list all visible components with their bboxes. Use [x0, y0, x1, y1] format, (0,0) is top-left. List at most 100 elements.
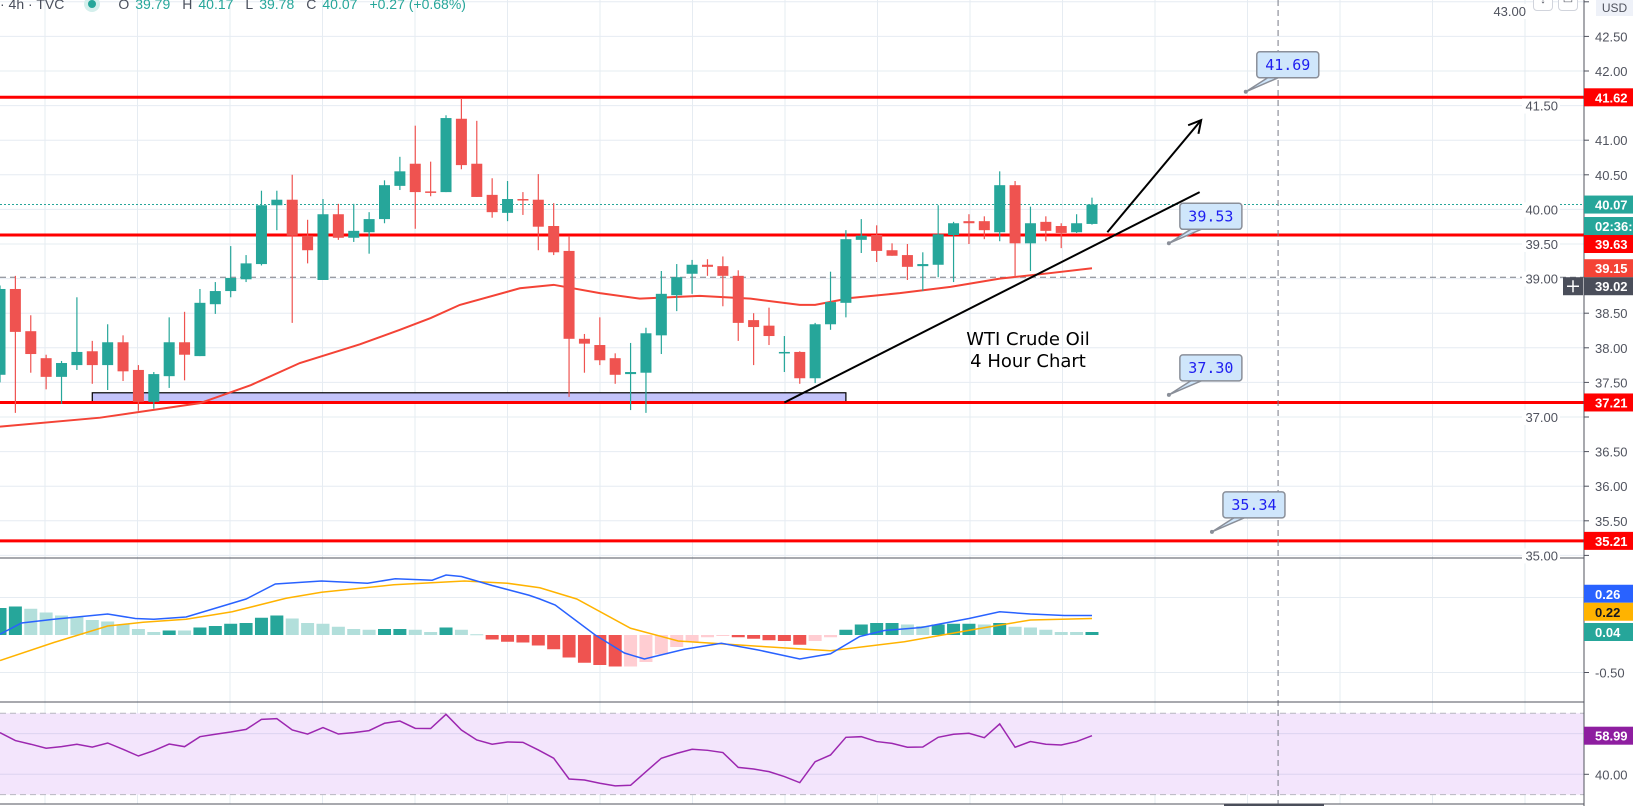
axis-tick-label-bg [1522, 202, 1560, 218]
axis-label-bg [1584, 531, 1633, 550]
candle [302, 219, 314, 264]
candle-body [809, 324, 821, 379]
macd-histogram-bar [793, 635, 807, 645]
callout-box [1179, 202, 1243, 231]
chart-annotation-text: WTI Crude Oil [966, 329, 1090, 350]
candle-body [840, 239, 852, 303]
candle-body [286, 199, 298, 236]
candle-body [748, 320, 760, 328]
axis-tick-label: 38.00 [1595, 341, 1628, 356]
macd-histogram-bar [8, 606, 22, 635]
candle [363, 212, 375, 254]
axis-label-text: 37.21 [1595, 395, 1628, 410]
axis-tick-label: 40.50 [1595, 168, 1628, 183]
candle-body [932, 234, 944, 265]
candle [117, 335, 129, 382]
candle [209, 282, 221, 314]
macd-histogram-bar [485, 635, 499, 640]
macd-histogram-bar [562, 635, 576, 658]
candle [132, 365, 144, 411]
candle [379, 180, 390, 224]
macd-histogram-bar [700, 635, 714, 638]
candle [425, 161, 437, 197]
add-alert-plus-button[interactable] [1563, 277, 1583, 296]
macd-histogram-bar [593, 635, 607, 665]
candles [0, 97, 1098, 413]
macd-histogram-bar [900, 624, 914, 635]
candle-body [502, 199, 514, 213]
candle-body [671, 277, 683, 296]
price-callout[interactable]: 35.34 [1209, 491, 1286, 534]
candle [840, 230, 852, 318]
axis-price-label: 0.22 [1584, 602, 1633, 621]
close-value: 40.07 [322, 0, 358, 12]
candle-body [655, 293, 667, 336]
open-value: 39.79 [135, 0, 171, 12]
callout-anchor [1166, 392, 1171, 397]
currency-label[interactable]: USD [1596, 0, 1633, 16]
macd-histogram-bar [1008, 626, 1022, 635]
candle-body [886, 250, 898, 256]
candle [1071, 214, 1083, 233]
price-callout[interactable]: 39.53 [1166, 202, 1243, 246]
callout-anchor [1166, 241, 1171, 246]
macd-histogram-bar [716, 635, 730, 636]
axis-price-label: 35.21 [1584, 531, 1633, 550]
candle-body [240, 263, 252, 280]
axis-label-text: 02:36:17 [1595, 219, 1633, 234]
axis-tick-label: 37.50 [1595, 375, 1628, 390]
macd-histogram-bar [331, 626, 345, 635]
crosshair-time-label [1224, 804, 1324, 806]
price-callout[interactable]: 37.30 [1166, 354, 1243, 397]
candle-body [71, 351, 83, 366]
symbol-label[interactable]: · 4h · TVC [0, 0, 65, 12]
candle-body [56, 363, 68, 377]
chart-settings-button[interactable]: ▭ [1558, 0, 1578, 11]
candle [71, 297, 83, 370]
candle-body [917, 264, 929, 267]
candle-body [763, 325, 775, 337]
macd-histogram-bar [424, 632, 438, 635]
candle [1009, 181, 1021, 278]
candle [748, 313, 760, 366]
candle [455, 97, 467, 170]
price-callout[interactable]: 41.69 [1243, 51, 1320, 94]
arrow-down-icon: ↓ [1540, 0, 1546, 6]
candle [809, 322, 821, 384]
candle-body [963, 221, 975, 224]
macd-histogram-bar [224, 623, 238, 635]
scroll-to-latest-button[interactable]: ↓ [1533, 0, 1553, 11]
axis-tick-label: 40.00 [1595, 767, 1628, 782]
candle [563, 235, 575, 397]
candle-body [363, 219, 375, 233]
axis-tick-label: 42.00 [1595, 64, 1628, 79]
candle-body [40, 358, 52, 377]
trendline [783, 191, 1201, 404]
candle-body [25, 331, 37, 355]
candle-body [1024, 223, 1036, 244]
axis-tick-label: 39.50 [1525, 237, 1558, 252]
axis-label-bg [1584, 88, 1633, 107]
macd-histogram-bar [162, 630, 176, 635]
arrow-head-icon [1187, 118, 1203, 135]
macd-histogram-bar [347, 629, 361, 635]
candle [625, 342, 637, 411]
macd-histogram-bar [362, 629, 376, 635]
macd-histogram-bar [824, 635, 838, 638]
candle [286, 174, 298, 323]
axis-tick-label-bg [1522, 271, 1560, 287]
candle-body [148, 374, 160, 402]
candle [594, 317, 606, 366]
macd-histogram-bar [808, 635, 822, 641]
candle [932, 205, 944, 278]
axis-label-bg [1584, 217, 1633, 236]
macd-histogram-bar [516, 635, 530, 643]
macd-histogram-bar [0, 608, 7, 635]
high-value: 40.17 [198, 0, 234, 12]
candle-body [332, 214, 344, 238]
axis-price-label: 37.21 [1584, 393, 1633, 412]
axis-label-text: 39.63 [1595, 237, 1628, 252]
macd-histogram-bar [208, 626, 222, 635]
axis-label-text: 40.07 [1595, 198, 1628, 213]
